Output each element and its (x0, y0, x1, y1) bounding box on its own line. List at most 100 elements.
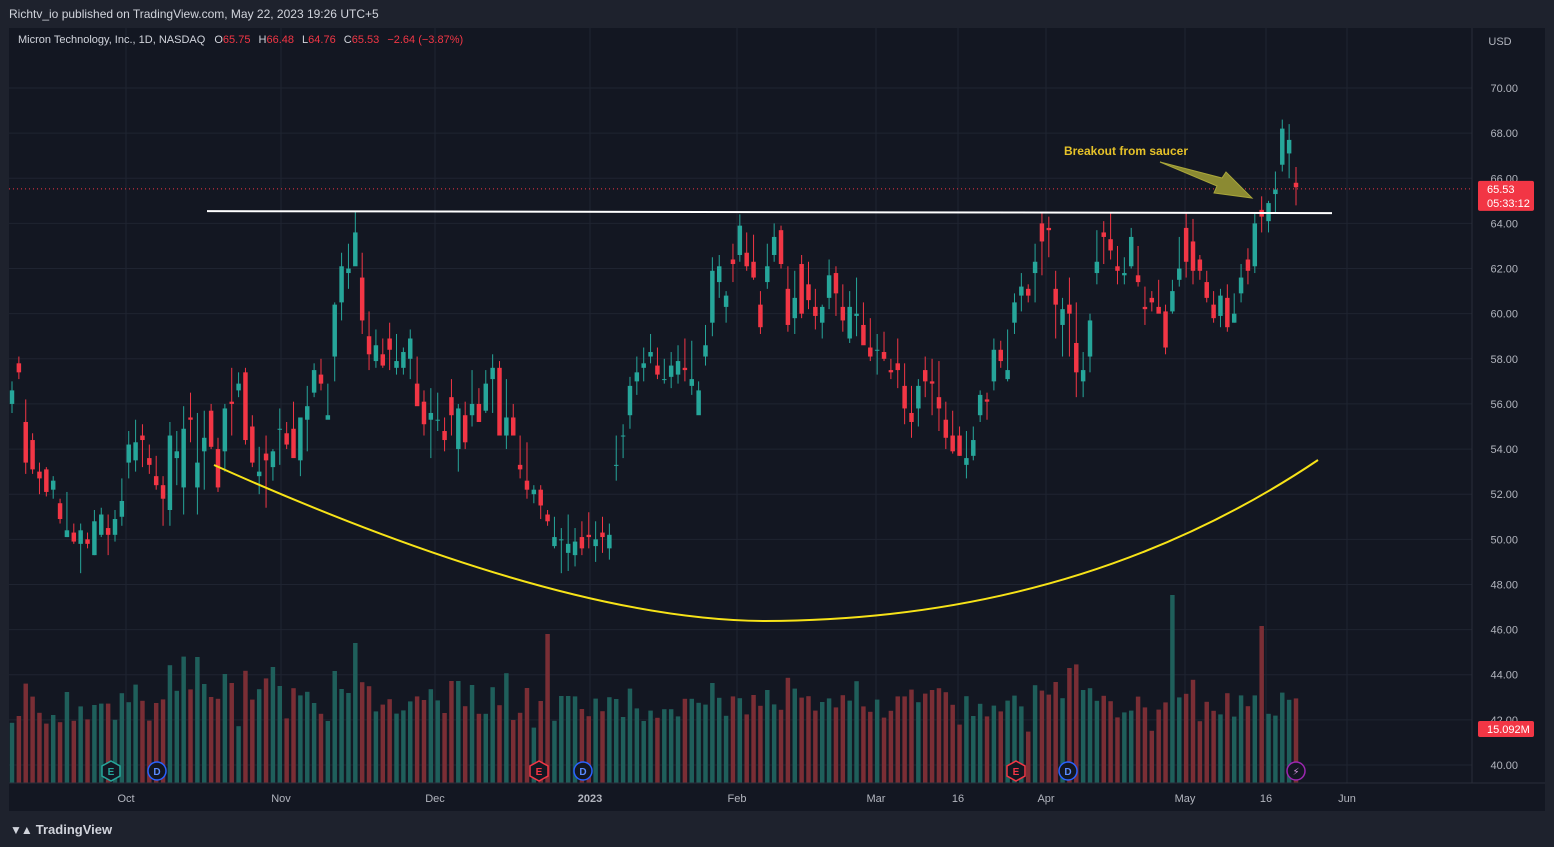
candle-body (751, 261, 756, 278)
candle-body (998, 349, 1003, 362)
tradingview-footer[interactable]: ▼▲ TradingView (10, 820, 112, 840)
candle-body (263, 453, 269, 461)
candle-body (188, 417, 193, 420)
volume-bar (586, 716, 592, 783)
candle-body (861, 324, 866, 346)
candle-body (44, 469, 49, 492)
countdown-badge-value: 05:33:12 (1487, 198, 1530, 210)
dividend-marker-icon[interactable] (147, 761, 167, 781)
dividend-marker-label: D (579, 767, 586, 778)
volume-bar (167, 665, 173, 783)
volume-bar (1293, 698, 1299, 783)
annotation-arrow[interactable] (1159, 161, 1254, 199)
split-marker-icon[interactable] (1286, 761, 1306, 781)
candle-body (1156, 306, 1161, 314)
volume-bar (469, 685, 475, 783)
dividend-marker-icon[interactable] (573, 761, 593, 781)
symbol-legend[interactable]: Micron Technology, Inc., 1D, NASDAQ O65.… (18, 34, 468, 46)
candle-body (511, 417, 516, 436)
earnings-marker-icon[interactable] (101, 760, 121, 782)
volume-bar (524, 688, 530, 783)
candle-body (1252, 223, 1258, 267)
candle-body (366, 336, 372, 355)
volume-bar (85, 719, 90, 783)
candle-body (929, 381, 935, 384)
volume-bar (483, 713, 489, 783)
volume-bar (1183, 693, 1189, 783)
volume-bar (133, 684, 138, 783)
candle-body (579, 537, 585, 549)
earnings-marker-icon[interactable] (1006, 760, 1026, 782)
volume-bar (298, 695, 303, 783)
volume-bar (366, 686, 372, 783)
volume-bar (1135, 696, 1141, 783)
candle-body (92, 521, 97, 556)
volume-bar (373, 711, 379, 783)
volume-bar (421, 700, 427, 783)
volume-bar (710, 683, 715, 783)
candle-body (373, 345, 379, 362)
volume-bar (668, 709, 674, 783)
candle-body (1101, 232, 1106, 237)
candle-body (1080, 370, 1086, 382)
candle-body (1122, 273, 1127, 276)
volume-bar (998, 711, 1003, 783)
volume-bar (195, 657, 200, 783)
saucer-curve[interactable] (213, 459, 1319, 623)
currency-label: USD (1488, 36, 1511, 48)
volume-bar (730, 696, 736, 783)
candle-body (1163, 311, 1168, 348)
candle-body (607, 534, 612, 549)
x-tick-label: May (1175, 793, 1196, 805)
x-tick-label: 16 (952, 793, 964, 805)
candle-body (435, 419, 440, 421)
volume-bar (1252, 695, 1258, 783)
candle-body (462, 415, 468, 443)
candle-body (1067, 304, 1072, 314)
volume-bar (936, 688, 942, 783)
earnings-marker-icon[interactable] (529, 760, 549, 782)
candle-body (1115, 266, 1120, 271)
candle-body (545, 514, 550, 522)
candle-body (1094, 261, 1100, 274)
volume-bar (222, 674, 228, 783)
volume-bar (497, 705, 502, 783)
legend-change: −2.64 (−3.87%) (387, 34, 464, 46)
volume-bar (57, 722, 63, 783)
candle-body (723, 295, 729, 307)
volume-bar (689, 698, 694, 783)
candle-body (703, 345, 708, 357)
volume-bar (799, 697, 804, 783)
x-tick-label: Jun (1338, 793, 1356, 805)
candle-body (895, 363, 900, 371)
volume-bar (1238, 695, 1244, 783)
candle-body (991, 349, 997, 382)
volume-bar (112, 719, 118, 783)
price-badge[interactable] (1478, 180, 1534, 211)
volume-bar (1115, 717, 1120, 783)
volume-bar (153, 703, 159, 783)
candle-body (208, 410, 214, 447)
volume-badge[interactable] (1478, 721, 1534, 737)
volume-bar (593, 698, 598, 783)
candle-body (284, 433, 289, 445)
volume-bar (977, 703, 983, 783)
volume-bar (874, 699, 880, 783)
x-tick-label: Dec (425, 793, 445, 805)
resistance-line[interactable] (206, 210, 1333, 215)
candle-body (442, 431, 447, 441)
volume-bar (1245, 706, 1251, 783)
candle-body (559, 539, 564, 541)
volume-bar (1025, 731, 1031, 783)
dividend-marker-icon[interactable] (1058, 761, 1078, 781)
candle-body (868, 347, 873, 357)
candle-body (291, 428, 296, 459)
volume-bar (648, 710, 653, 783)
candle-body (964, 458, 969, 465)
candle-body (943, 419, 949, 438)
candle-body (160, 485, 166, 499)
volume-bar (99, 703, 104, 783)
volume-bar (408, 701, 413, 783)
